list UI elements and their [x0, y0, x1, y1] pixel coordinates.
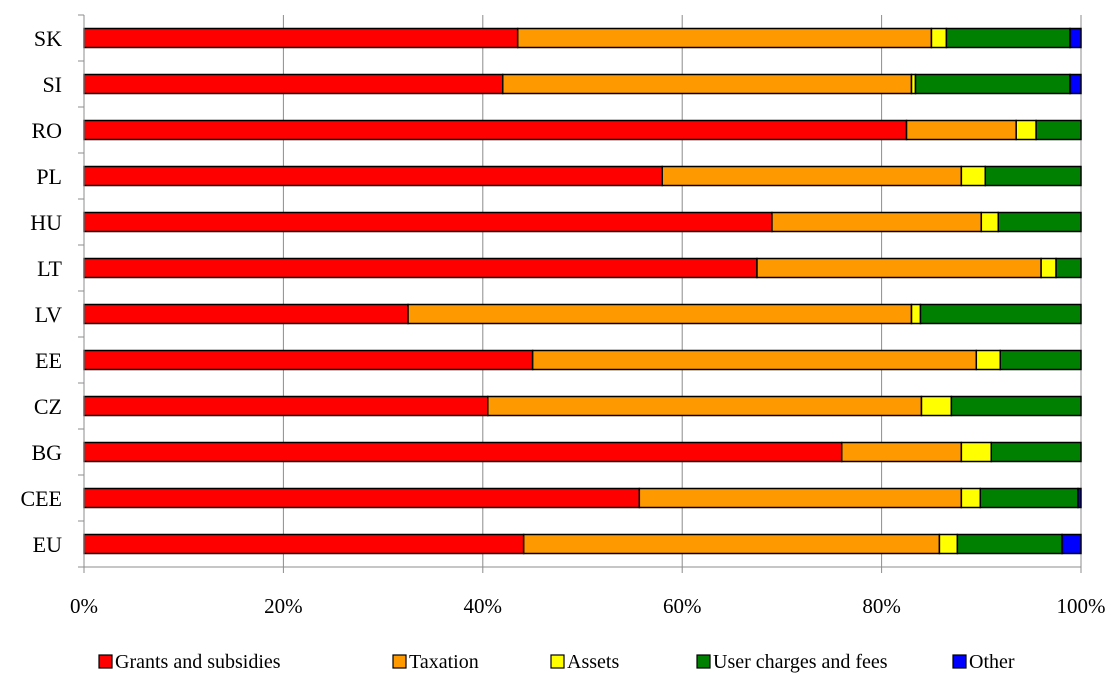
- bar-segment: [1077, 487, 1082, 509]
- bar-segment: [1069, 27, 1082, 49]
- bar-segment: [1035, 119, 1082, 141]
- category-label: LT: [37, 256, 62, 281]
- legend: Grants and subsidies Taxation Assets User c…: [98, 651, 1015, 673]
- x-tick-label: 20%: [264, 594, 303, 618]
- bar-segment: [930, 27, 948, 49]
- bar-segment: [910, 303, 922, 325]
- category-label: BG: [31, 440, 62, 465]
- gridlines: [282, 15, 1082, 567]
- x-tick-label: 100%: [1057, 594, 1106, 618]
- category-label: HU: [30, 210, 62, 235]
- bar-segment: [975, 349, 1001, 371]
- legend-label: Grants and subsidies: [115, 651, 281, 673]
- bars: [83, 27, 1082, 555]
- bar-segment: [990, 441, 1082, 463]
- bar-segment: [638, 487, 963, 509]
- bar-segment: [960, 165, 987, 187]
- legend-swatch: [550, 654, 565, 669]
- legend-label: Assets: [567, 651, 619, 673]
- bar-segment: [83, 211, 773, 233]
- bar-segment: [914, 73, 1071, 95]
- bar-segment: [956, 533, 1063, 555]
- bar-segment: [945, 27, 1071, 49]
- category-label: CEE: [20, 486, 62, 511]
- bar-segment: [980, 211, 999, 233]
- bar-segment: [1061, 533, 1082, 555]
- bar-segment: [83, 441, 843, 463]
- x-tick-label: 80%: [862, 594, 901, 618]
- x-tick-label: 40%: [464, 594, 503, 618]
- legend-swatch: [952, 654, 967, 669]
- bar-segment: [919, 303, 1082, 325]
- bar-segment: [83, 349, 534, 371]
- bar-segment: [83, 395, 489, 417]
- legend-label: Taxation: [409, 651, 479, 673]
- x-tick-label: 60%: [663, 594, 702, 618]
- bar-segment: [522, 533, 941, 555]
- bar-segment: [979, 487, 1079, 509]
- bar-segment: [938, 533, 959, 555]
- bar-segment: [487, 395, 923, 417]
- bar-segment: [1040, 257, 1057, 279]
- category-label: RO: [31, 118, 62, 143]
- bar-segment: [771, 211, 983, 233]
- bar-segment: [407, 303, 913, 325]
- bar-segment: [984, 165, 1082, 187]
- bar-segment: [960, 487, 982, 509]
- bar-segment: [661, 165, 963, 187]
- legend-swatch: [392, 654, 407, 669]
- bar-segment: [83, 533, 525, 555]
- axes: 0% 20% 40% 60% 80% 100% SK SI RO PL HU LT LV EE CZ BG CE…: [20, 14, 1106, 618]
- legend-swatch: [696, 654, 711, 669]
- category-label: EU: [33, 532, 62, 557]
- bar-segment: [501, 73, 913, 95]
- x-tick-label: 0%: [70, 594, 98, 618]
- bar-segment: [905, 119, 1017, 141]
- bar-segment: [1055, 257, 1082, 279]
- legend-swatch: [98, 654, 113, 669]
- bar-segment: [840, 441, 963, 463]
- category-label: SK: [34, 26, 62, 51]
- bar-segment: [920, 395, 953, 417]
- bar-segment: [83, 257, 758, 279]
- bar-segment: [516, 27, 933, 49]
- bar-segment: [999, 349, 1082, 371]
- bar-segment: [83, 165, 664, 187]
- category-label: LV: [35, 302, 62, 327]
- bar-segment: [83, 487, 641, 509]
- bar-segment: [83, 119, 908, 141]
- category-label: CZ: [34, 394, 62, 419]
- legend-label: Other: [969, 651, 1015, 673]
- bar-segment: [83, 73, 504, 95]
- bar-segment: [756, 257, 1042, 279]
- bar-segment: [83, 27, 519, 49]
- bar-segment: [531, 349, 978, 371]
- bar-segment: [1015, 119, 1037, 141]
- bar-segment: [997, 211, 1082, 233]
- legend-label: User charges and fees: [713, 651, 888, 673]
- category-label: EE: [35, 348, 62, 373]
- bar-segment: [960, 441, 993, 463]
- bar-segment: [950, 395, 1082, 417]
- bar-segment: [83, 303, 409, 325]
- bar-segment: [1069, 73, 1082, 95]
- category-label: SI: [42, 72, 62, 97]
- category-label: PL: [36, 164, 62, 189]
